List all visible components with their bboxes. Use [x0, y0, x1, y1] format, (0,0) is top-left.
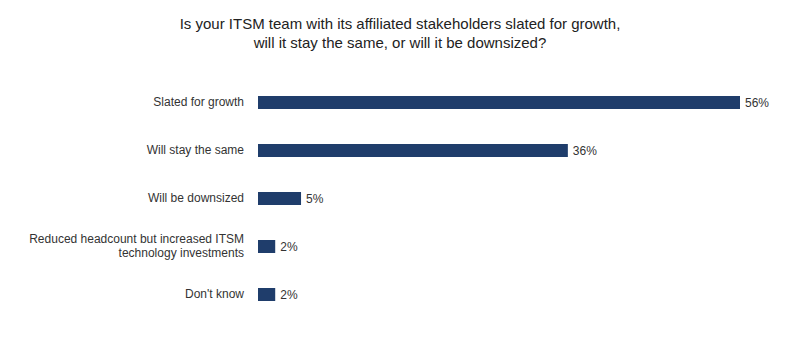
svg-text:2%: 2%: [280, 288, 298, 302]
html-text:Is your ITSM team with its aff: Is your ITSM team with its affiliated st…: [179, 15, 621, 51]
svg-text:Don't know: Don't know: [185, 287, 244, 301]
svg-text:Reduced headcount but increase: Reduced headcount but increased ITSMtech…: [29, 232, 244, 260]
svg-text:Will be downsized: Will be downsized: [148, 191, 244, 205]
svg-text:36%: 36%: [573, 144, 597, 158]
svg-text:5%: 5%: [306, 192, 324, 206]
svg-text:Will stay the same: Will stay the same: [147, 143, 245, 157]
svg-text:56%: 56%: [745, 96, 769, 110]
svg-text:2%: 2%: [280, 240, 298, 254]
svg-text:Slated for growth: Slated for growth: [153, 95, 244, 109]
